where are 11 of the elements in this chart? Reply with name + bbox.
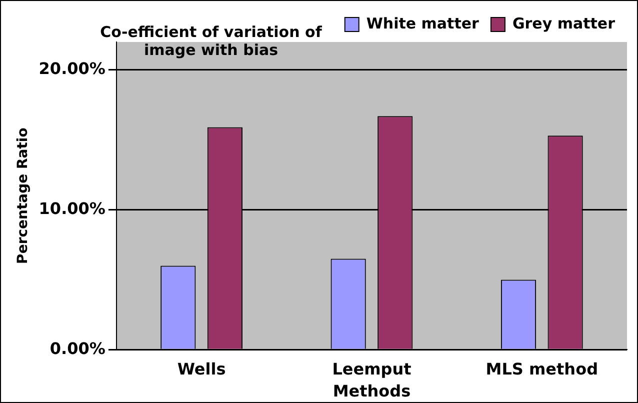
y-tick-label: 20.00%: [38, 59, 106, 78]
x-tick-label: MLS method: [486, 359, 598, 378]
x-axis-title: Methods: [332, 382, 411, 401]
x-tick-label: Wells: [177, 359, 226, 378]
legend-label: White matter: [366, 14, 480, 32]
x-tick-label: Leemput: [332, 359, 412, 378]
y-tick-label: 0.00%: [50, 338, 106, 358]
legend-label: Grey matter: [512, 14, 616, 32]
y-axis-title: Percentage Ratio: [15, 127, 32, 264]
chart-title: Co-efficient of variation of image with bias: [99, 23, 323, 59]
y-tick-label: 10.00%: [38, 198, 106, 218]
